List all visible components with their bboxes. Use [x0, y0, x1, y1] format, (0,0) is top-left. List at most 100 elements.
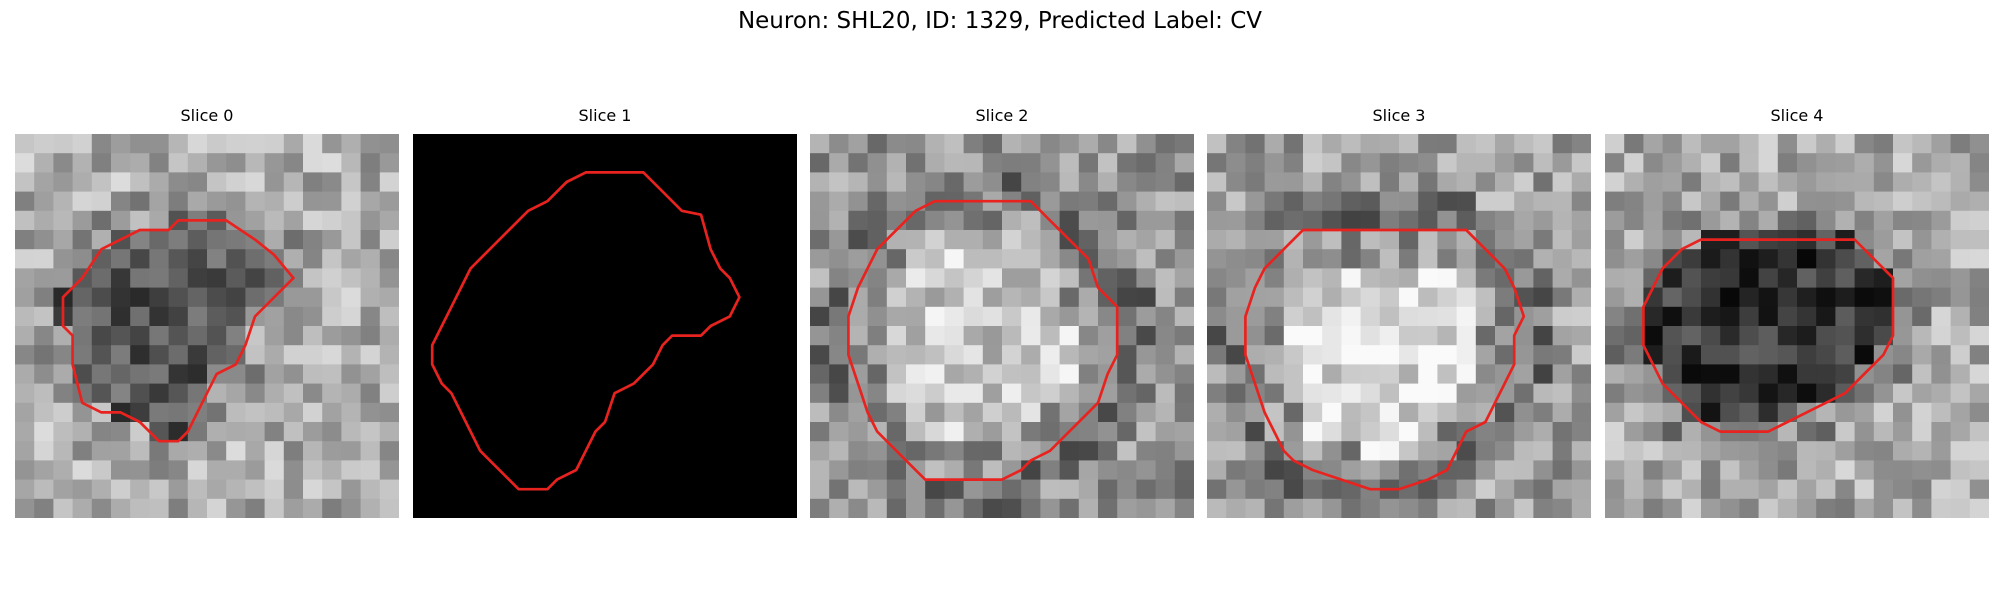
image-pixel: [1418, 460, 1438, 480]
image-pixel: [1969, 441, 1989, 461]
image-pixel: [777, 210, 797, 231]
image-pixel: [1514, 460, 1534, 480]
image-pixel: [982, 172, 1003, 192]
image-pixel: [1245, 268, 1265, 288]
image-pixel: [111, 287, 131, 308]
image-pixel: [1117, 210, 1137, 231]
image-pixel: [322, 249, 342, 269]
image-pixel: [1835, 498, 1855, 518]
image-pixel: [720, 230, 740, 250]
image-pixel: [341, 422, 361, 442]
image-pixel: [1495, 345, 1515, 365]
image-pixel: [547, 191, 567, 212]
image-pixel: [509, 364, 529, 384]
image-pixel: [605, 422, 625, 442]
image-pixel: [1245, 479, 1265, 500]
image-pixel: [1950, 498, 1971, 518]
image-pixel: [1893, 383, 1913, 404]
image-pixel: [1701, 249, 1721, 269]
image-pixel: [1264, 345, 1285, 365]
image-pixel: [245, 345, 265, 365]
image-pixel: [1873, 441, 1894, 461]
image-pixel: [360, 479, 381, 500]
image-pixel: [1758, 287, 1779, 308]
image-pixel: [1605, 268, 1625, 288]
image-pixel: [1098, 402, 1118, 423]
image-pixel: [1912, 210, 1932, 231]
image-pixel: [53, 210, 73, 231]
image-pixel: [1078, 287, 1099, 308]
image-pixel: [1514, 230, 1534, 250]
image-pixel: [15, 422, 35, 442]
image-pixel: [168, 479, 189, 500]
image-pixel: [848, 306, 868, 327]
image-pixel: [681, 210, 702, 231]
image-pixel: [1360, 498, 1381, 518]
image-pixel: [681, 498, 702, 518]
image-pixel: [489, 210, 510, 231]
image-pixel: [1437, 230, 1457, 250]
image-pixel: [1283, 383, 1304, 404]
image-pixel: [1283, 441, 1304, 461]
image-pixel: [1226, 306, 1246, 327]
image-pixel: [360, 422, 381, 442]
image-pixel: [1117, 460, 1137, 480]
image-pixel: [1379, 210, 1400, 231]
image-pixel: [91, 498, 112, 518]
image-pixel: [624, 460, 644, 480]
image-pixel: [1437, 268, 1457, 288]
image-pixel: [1002, 383, 1022, 404]
image-pixel: [264, 441, 285, 461]
image-pixel: [91, 134, 112, 154]
image-pixel: [681, 268, 702, 288]
image-pixel: [528, 287, 548, 308]
image-pixel: [111, 498, 131, 518]
image-pixel: [360, 441, 381, 461]
image-pixel: [187, 230, 208, 250]
image-pixel: [413, 479, 433, 500]
image-pixel: [1021, 287, 1041, 308]
image-pixel: [1379, 364, 1400, 384]
image-pixel: [1514, 210, 1534, 231]
image-pixel: [1207, 460, 1227, 480]
image-pixel: [1854, 230, 1875, 250]
image-pixel: [187, 306, 208, 327]
image-pixel: [53, 479, 73, 500]
image-pixel: [1643, 326, 1663, 346]
image-pixel: [1777, 479, 1798, 500]
image-pixel: [1360, 268, 1381, 288]
image-pixel: [1701, 441, 1721, 461]
image-pixel: [1456, 498, 1477, 518]
image-pixel: [681, 134, 702, 154]
image-pixel: [34, 402, 54, 423]
image-pixel: [1418, 479, 1438, 500]
image-pixel: [1797, 191, 1817, 212]
image-pixel: [1797, 287, 1817, 308]
image-pixel: [886, 326, 907, 346]
image-pixel: [624, 210, 644, 231]
image-pixel: [662, 441, 683, 461]
image-pixel: [1264, 364, 1285, 384]
image-pixel: [1418, 498, 1438, 518]
image-pixel: [566, 422, 587, 442]
image-pixel: [303, 191, 323, 212]
image-pixel: [1893, 441, 1913, 461]
image-pixel: [1893, 498, 1913, 518]
image-pixel: [1495, 191, 1515, 212]
image-pixel: [1931, 172, 1951, 192]
image-pixel: [1341, 268, 1361, 288]
image-pixel: [777, 191, 797, 212]
image-pixel: [1475, 441, 1496, 461]
image-pixel: [341, 191, 361, 212]
image-pixel: [1021, 498, 1041, 518]
image-pixel: [944, 402, 964, 423]
image-pixel: [1379, 441, 1400, 461]
image-pixel: [662, 460, 683, 480]
image-pixel: [111, 345, 131, 365]
image-pixel: [379, 172, 399, 192]
image-pixel: [1098, 230, 1118, 250]
image-pixel: [303, 268, 323, 288]
image-pixel: [1854, 210, 1875, 231]
image-pixel: [53, 153, 73, 173]
image-pixel: [379, 326, 399, 346]
